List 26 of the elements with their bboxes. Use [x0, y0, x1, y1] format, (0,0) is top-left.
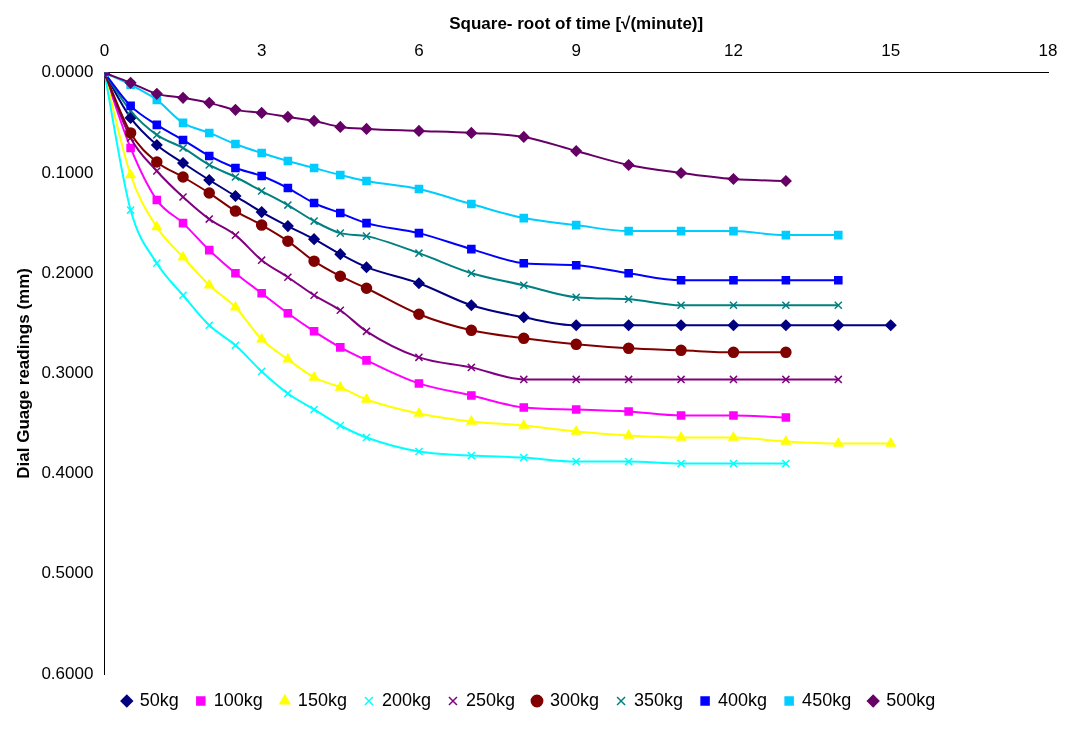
- y-tick-label: 0.2000: [41, 262, 94, 282]
- x-tick-label: 0: [99, 41, 110, 61]
- x-tick-label: 15: [881, 41, 901, 61]
- y-tick-label: 0.3000: [41, 363, 94, 383]
- legend-label: 200kg: [381, 689, 431, 710]
- legend-label: 300kg: [549, 689, 600, 710]
- legend-label: 350kg: [634, 689, 684, 710]
- legend-label: 250kg: [465, 689, 515, 710]
- x-tick-label: 12: [724, 41, 743, 61]
- x-tick-label: 3: [256, 41, 267, 61]
- legend-label: 50kg: [139, 689, 179, 710]
- legend-label: 450kg: [802, 689, 852, 710]
- legend-label: 150kg: [297, 689, 347, 710]
- legend-label: 400kg: [718, 689, 768, 710]
- legend-label: 100kg: [213, 689, 263, 710]
- y-axis-title: Dial Guage readings (mm): [13, 268, 33, 479]
- y-tick-label: 0.0000: [41, 62, 94, 82]
- y-tick-label: 0.5000: [41, 563, 94, 583]
- x-tick-label: 9: [571, 41, 581, 61]
- y-tick-label: 0.6000: [41, 663, 94, 683]
- x-tick-label: 18: [1038, 41, 1058, 61]
- y-tick-label: 0.4000: [41, 463, 94, 483]
- y-tick-label: 0.1000: [41, 162, 94, 182]
- legend-label: 500kg: [886, 689, 936, 710]
- x-axis-title: Square- root of time [√(minute)]: [449, 13, 704, 33]
- x-tick-label: 6: [414, 41, 424, 61]
